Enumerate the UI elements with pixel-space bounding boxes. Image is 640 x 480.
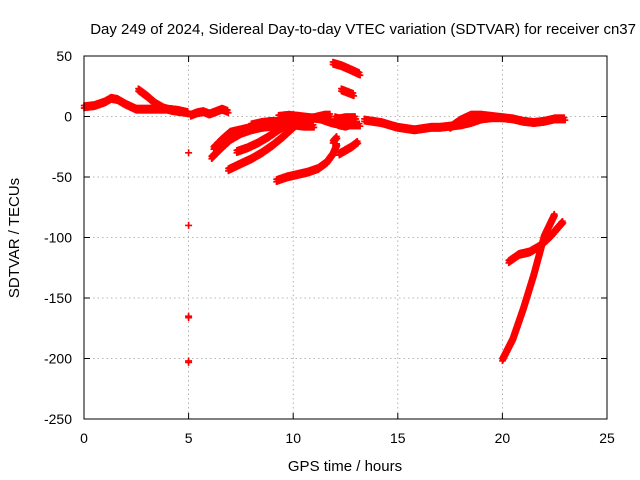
series-arc-20: [505, 217, 567, 267]
y-tick-label: -150: [44, 290, 72, 306]
series-arc-16: [338, 85, 358, 100]
y-tick-label: -100: [44, 230, 72, 246]
data-point: [310, 124, 318, 131]
data-point: [225, 109, 232, 117]
x-tick-label: 10: [285, 430, 301, 446]
series-arc-03: [187, 104, 232, 120]
data-point: [559, 219, 567, 227]
x-tick-label: 20: [495, 430, 511, 446]
chart-title: Day 249 of 2024, Sidereal Day-to-day VTE…: [90, 21, 636, 38]
data-point: [333, 135, 341, 142]
y-tick-label: 0: [64, 109, 72, 125]
x-tick-label: 25: [599, 430, 615, 446]
y-tick-label: 50: [56, 48, 72, 64]
plot-area: [80, 58, 569, 366]
series-arc-18: [446, 110, 569, 132]
y-tick-label: -250: [44, 411, 72, 427]
data-point: [356, 122, 364, 130]
data-point: [352, 115, 360, 123]
series-arc-12: [331, 113, 360, 124]
data-point: [551, 212, 558, 219]
series-arc-10: [273, 140, 341, 186]
data-point: [185, 314, 193, 322]
series-outliers: [185, 149, 193, 366]
y-tick-label: -200: [44, 351, 72, 367]
x-tick-label: 0: [80, 430, 88, 446]
data-point: [185, 149, 193, 157]
data-point: [350, 92, 358, 100]
series-arc-14: [329, 133, 341, 147]
x-axis-label: GPS time / hours: [288, 458, 402, 475]
x-axis-ticks: 0 5 10 15 20 25: [80, 56, 615, 446]
x-tick-label: 15: [390, 430, 406, 446]
x-tick-label: 5: [185, 430, 193, 446]
series-arc-13: [336, 137, 362, 159]
y-tick-label: -50: [52, 169, 72, 185]
series-arc-09: [248, 110, 335, 130]
data-point: [185, 221, 193, 229]
series-arc-02: [135, 85, 192, 118]
y-axis-ticks: 50 0 -50 -100 -150 -200 -250: [44, 48, 607, 427]
data-point: [185, 358, 193, 366]
data-point: [561, 116, 569, 124]
data-point: [356, 72, 364, 79]
data-point: [333, 142, 341, 149]
data-point: [354, 139, 362, 147]
y-axis-label: SDTVAR / TECUs: [6, 178, 23, 298]
series-arc-15: [329, 58, 364, 79]
